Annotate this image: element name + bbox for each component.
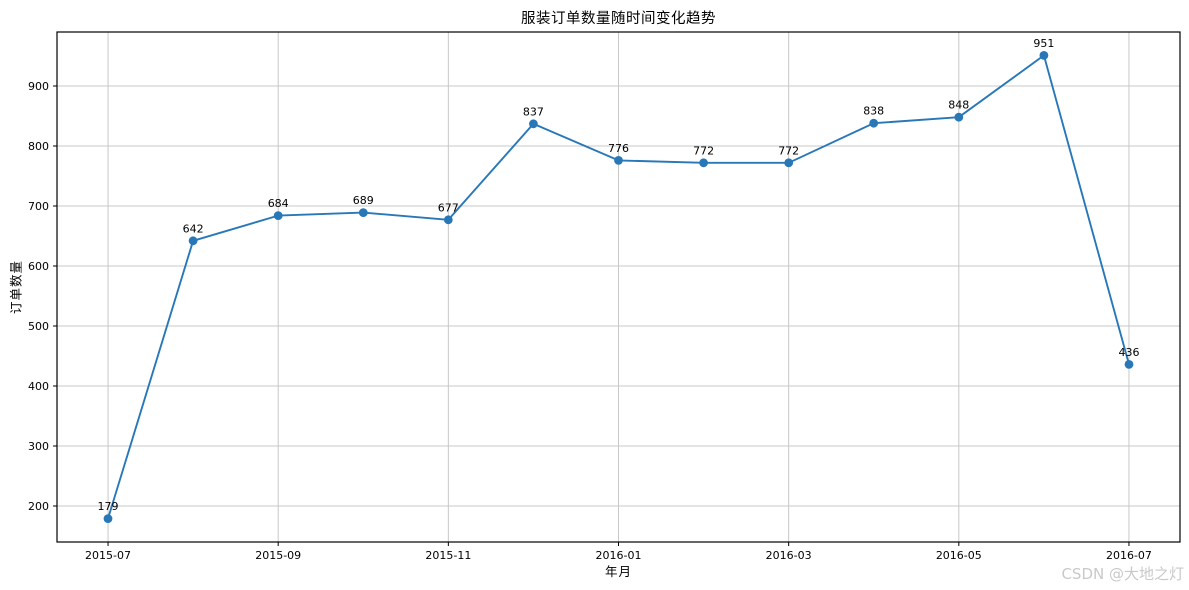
x-axis-label: 年月 (604, 564, 632, 579)
data-point-marker (188, 236, 198, 246)
y-tick-label: 200 (28, 500, 49, 513)
y-tick-labels: 200 300 400 500 600 700 800 900 (28, 80, 49, 513)
y-tick-label: 500 (28, 320, 49, 333)
y-tick-label: 600 (28, 260, 49, 273)
y-tick-label: 800 (28, 140, 49, 153)
data-point-marker (699, 158, 708, 168)
axis-ticks (53, 85, 1130, 546)
x-tick-labels: 2015-07 2015-09 2015-11 2016-01 2016-03 2016-… (85, 549, 1152, 562)
data-point-label: 837 (523, 105, 544, 118)
data-point-label: 772 (778, 144, 799, 157)
data-point-marker (443, 215, 453, 225)
data-point-marker (954, 112, 964, 122)
data-point-marker (273, 211, 283, 221)
gridlines (57, 32, 1180, 542)
markers (103, 51, 1134, 523)
chart-title: 服装订单数量随时间变化趋势 (521, 11, 716, 27)
data-point-marker (869, 118, 879, 128)
watermark: CSDN @大地之灯 (1061, 565, 1184, 583)
data-point-marker (358, 208, 368, 218)
y-tick-label: 300 (28, 440, 49, 453)
data-point-label: 684 (268, 197, 289, 210)
data-point-label: 838 (863, 105, 884, 118)
data-point-label: 677 (438, 201, 459, 214)
data-point-marker (784, 158, 794, 168)
data-point-label: 772 (693, 144, 714, 157)
data-point-label: 776 (608, 142, 629, 155)
data-labels: 179 642 684 689 677 837 776 772 772 838 848 951 436 (98, 37, 1140, 513)
x-tick-label: 2016-03 (766, 549, 812, 562)
y-tick-label: 900 (28, 80, 49, 93)
x-tick-label: 2015-07 (85, 549, 131, 562)
data-point-label: 951 (1033, 37, 1054, 50)
data-point-marker (1039, 51, 1049, 60)
data-point-marker (103, 514, 113, 523)
x-tick-label: 2016-05 (936, 549, 982, 562)
x-tick-label: 2016-07 (1106, 549, 1152, 562)
y-tick-label: 700 (28, 200, 49, 213)
y-tick-label: 400 (28, 380, 49, 393)
x-tick-label: 2015-09 (255, 549, 301, 562)
data-point-label: 848 (948, 99, 969, 112)
data-point-label: 642 (183, 222, 204, 235)
data-point-marker (614, 156, 623, 165)
x-tick-label: 2016-01 (596, 549, 642, 562)
data-point-label: 179 (98, 500, 119, 513)
x-tick-label: 2015-11 (425, 549, 471, 562)
plot-frame (56, 31, 1181, 543)
data-point-label: 689 (353, 194, 374, 207)
data-point-marker (529, 119, 538, 129)
data-point-label: 436 (1119, 346, 1140, 359)
data-point-marker (1124, 360, 1134, 369)
